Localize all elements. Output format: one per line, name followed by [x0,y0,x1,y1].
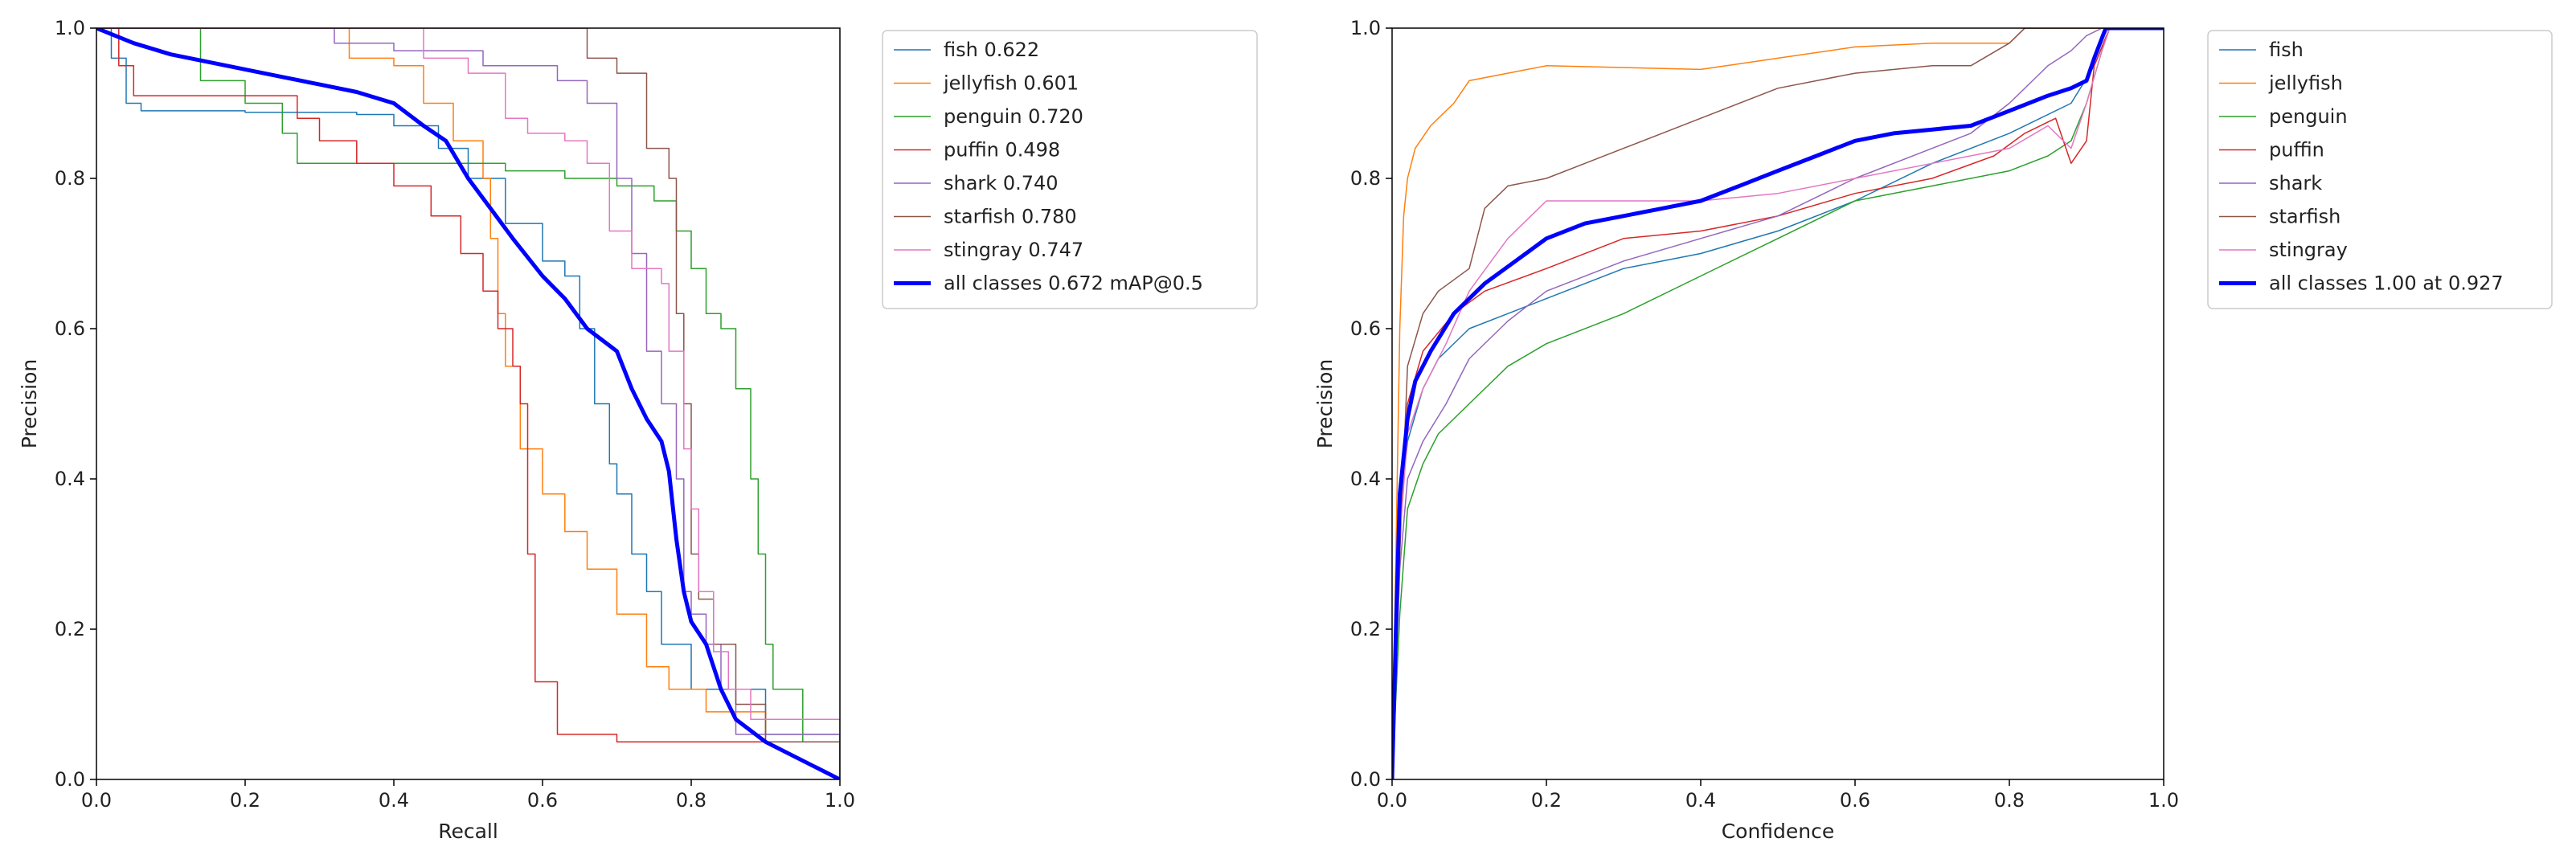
y-tick-label: 0.8 [1350,167,1381,190]
legend-label: fish 0.622 [944,39,1039,61]
legend-label: puffin [2269,139,2324,162]
series-group [1392,28,2164,779]
y-tick-label: 0.6 [1350,317,1381,340]
x-axis-label: Confidence [1722,820,1835,843]
y-tick-label: 0.0 [1350,768,1381,791]
y-axis-label: Precision [18,359,41,449]
y-tick-label: 0.0 [55,768,85,791]
y-tick-label: 1.0 [55,17,85,39]
series-line-stingray [1392,28,2164,779]
legend-label: puffin 0.498 [944,139,1060,162]
series-line-fish [1392,28,2164,779]
series-line-fish [96,28,840,779]
y-tick-label: 0.2 [55,618,85,640]
legend: fish 0.622 jellyfish 0.601 penguin 0.720 pu… [882,30,1258,309]
axes-frame [1391,27,2164,780]
x-tick-label: 0.4 [1685,789,1716,812]
legend-label: starfish 0.780 [944,206,1077,228]
x-tick-label: 0.2 [1531,789,1562,812]
y-tick-label: 0.8 [55,167,85,190]
series-line-puffin [1392,28,2164,779]
x-axis-label: Recall [438,820,498,843]
legend-label: penguin [2269,105,2348,128]
legend-label: penguin 0.720 [944,105,1083,128]
x-tick-label: 1.0 [2148,789,2179,812]
series-line-puffin [96,28,840,779]
series-group [96,28,840,779]
y-tick-label: 0.4 [55,468,85,490]
y-tick-label: 0.2 [1350,618,1381,640]
x-tick-label: 1.0 [825,789,855,812]
x-tick-label: 0.6 [527,789,558,812]
series-line-starfish [1392,28,2164,779]
axes-frame [96,27,841,780]
legend-label: shark [2269,172,2322,194]
series-line-jellyfish [1392,28,2164,779]
y-axis-label: Precision [1313,359,1337,449]
x-tick-label: 0.0 [81,789,112,812]
legend-frame [882,30,1258,309]
x-tick-label: 0.8 [676,789,706,812]
legend-label: all classes 1.00 at 0.927 [2269,272,2504,295]
x-tick-label: 0.2 [230,789,260,812]
legend-frame [2207,30,2553,309]
legend-label: jellyfish [2268,72,2343,95]
y-tick-label: 0.6 [55,317,85,340]
legend: fish jellyfish penguin puffin shark starfish s… [2207,30,2553,309]
series-line-stingray [96,28,840,779]
y-tick-label: 1.0 [1350,17,1381,39]
legend-label: stingray 0.747 [944,239,1083,261]
chart-panel-1: 0.0 0.2 0.4 0.6 0.8 1.0 0.0 0.2 0.4 0.6 0.8 1.0 Reca… [18,17,1258,843]
series-line-shark [1392,28,2164,779]
legend-label: jellyfish 0.601 [943,72,1079,95]
chart-panel-2: 0.0 0.2 0.4 0.6 0.8 1.0 0.0 0.2 0.4 0.6 0.8 1.0 Conf… [1313,17,2553,843]
x-tick-label: 0.8 [1994,789,2025,812]
x-tick-label: 0.0 [1377,789,1407,812]
series-line-all-classes [96,28,840,779]
series-line-all-classes [1392,28,2164,779]
legend-label: fish [2269,39,2304,61]
legend-label: starfish [2269,206,2341,228]
legend-label: all classes 0.672 mAP@0.5 [944,272,1203,295]
series-line-penguin [1392,28,2164,779]
y-tick-label: 0.4 [1350,468,1381,490]
legend-label: shark 0.740 [944,172,1059,194]
x-tick-label: 0.4 [379,789,409,812]
legend-label: stingray [2269,239,2348,261]
x-tick-label: 0.6 [1840,789,1870,812]
series-line-jellyfish [96,28,840,779]
